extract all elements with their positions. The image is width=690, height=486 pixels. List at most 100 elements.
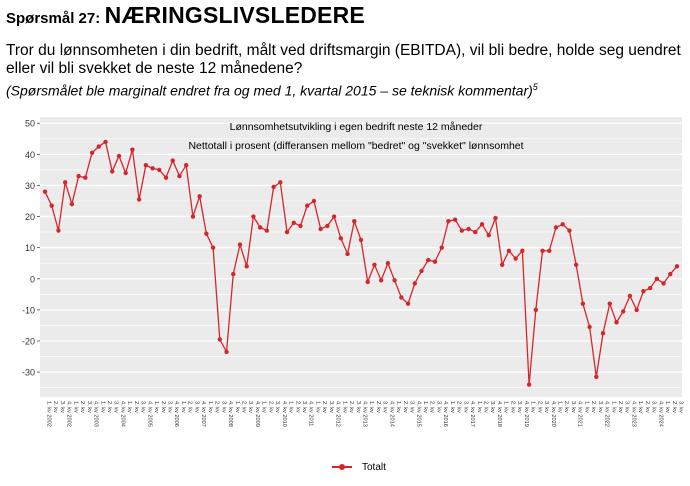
data-point [56,228,61,233]
x-tick-label: 3. kv [678,401,684,413]
data-point [661,281,666,286]
y-tick-label: -30 [22,368,35,378]
data-point [62,180,68,185]
question-heading: Spørsmål 27: NÆRINGSLIVSLEDERE [6,2,686,32]
question-number: Spørsmål 27: [6,10,101,27]
x-tick-label: 3. kv [247,401,253,413]
x-tick-label: 2. kv [133,401,139,413]
x-tick-label: 3. kv [597,401,603,413]
data-point [157,167,162,173]
data-point [305,203,310,208]
data-point [69,201,75,207]
data-point [170,158,175,163]
data-point [183,163,189,168]
x-tick-label: 2. kv [321,401,327,413]
x-tick-label: 2. kv [52,401,58,413]
x-tick-label: 1. kv [395,401,401,413]
data-point [365,279,370,285]
x-tick-label: 2. kv [294,401,300,413]
data-point [479,222,485,227]
data-point [506,248,512,253]
data-point [143,163,149,168]
data-point [621,309,626,314]
data-point [96,144,101,149]
legend: Totalt [330,460,386,474]
x-tick-label: 4. kv 2022 [604,401,610,427]
data-point [352,219,357,224]
x-tick-label: 1. kv [503,401,509,413]
data-point [614,320,619,325]
data-point [634,307,639,313]
data-point [594,374,599,379]
x-tick-label: 3. kv [382,401,388,413]
data-point [600,331,606,336]
x-tick-label: 3. kv [59,401,65,413]
data-point [446,219,451,224]
x-tick-label: 3. kv [274,401,280,413]
data-point [89,150,95,155]
note-reference: 5 [532,82,538,92]
x-tick-label: 4. kv 2018 [496,401,502,427]
data-point [251,214,256,219]
x-tick-label: 1. kv [341,401,347,413]
data-point [419,268,424,274]
data-point [641,289,646,294]
data-point [318,226,323,232]
y-tick-label: -10 [22,305,35,315]
x-tick-label: 2. kv [483,401,489,413]
x-tick-label: 1. kv [610,401,616,413]
data-point [647,285,653,291]
x-tick-label: 3. kv [435,401,441,413]
data-point [399,295,404,300]
x-tick-label: 4. kv 2007 [200,401,206,427]
data-point [83,175,88,180]
x-tick-label: 2. kv [160,401,166,413]
chart-title: Lønnsomhetsutvikling i egen bedrift nest… [230,121,483,133]
data-point [177,173,182,179]
data-point [654,276,660,281]
data-point [291,220,296,225]
data-point [331,214,337,219]
data-point [237,242,243,247]
x-tick-label: 3. kv [140,401,146,413]
data-point [378,278,384,283]
data-point [358,237,364,243]
data-point [257,225,263,230]
x-tick-label: 3. kv [193,401,199,413]
x-tick-label: 2. kv [590,401,596,413]
x-tick-label: 3. kv [301,401,307,413]
y-tick-label: 50 [25,119,35,129]
data-point [103,139,108,145]
data-point [412,281,417,286]
data-point [580,301,586,306]
data-point [372,262,377,267]
x-tick-label: 2. kv [563,401,569,413]
data-point [49,203,54,208]
data-point [607,301,612,306]
data-point [197,194,202,199]
data-point [627,293,633,299]
data-point [459,228,465,233]
chart-subtitle: Nettotall i prosent (differansen mellom … [188,140,523,152]
x-tick-label: 4. kv 2005 [146,401,152,427]
data-point [520,248,525,253]
data-point [587,324,592,330]
x-tick-label: 3. kv [113,401,119,413]
x-tick-label: 3. kv [462,401,468,413]
x-tick-label: 2. kv [214,401,220,413]
x-tick-label: 3. kv [489,401,495,413]
data-point [338,236,344,241]
x-tick-label: 2. kv [617,401,623,413]
data-point [560,222,565,227]
x-tick-label: 2. kv [79,401,85,413]
data-point [278,180,283,185]
data-point [217,337,223,342]
y-tick-label: -20 [22,337,35,347]
x-tick-label: 4. kv 2020 [550,401,556,427]
x-tick-label: 2. kv [671,401,677,413]
x-tick-label: 3. kv [543,401,549,413]
x-tick-label: 1. kv [637,401,643,413]
x-tick-label: 1. kv [476,401,482,413]
plot-panel [40,117,682,397]
data-point [42,189,48,194]
